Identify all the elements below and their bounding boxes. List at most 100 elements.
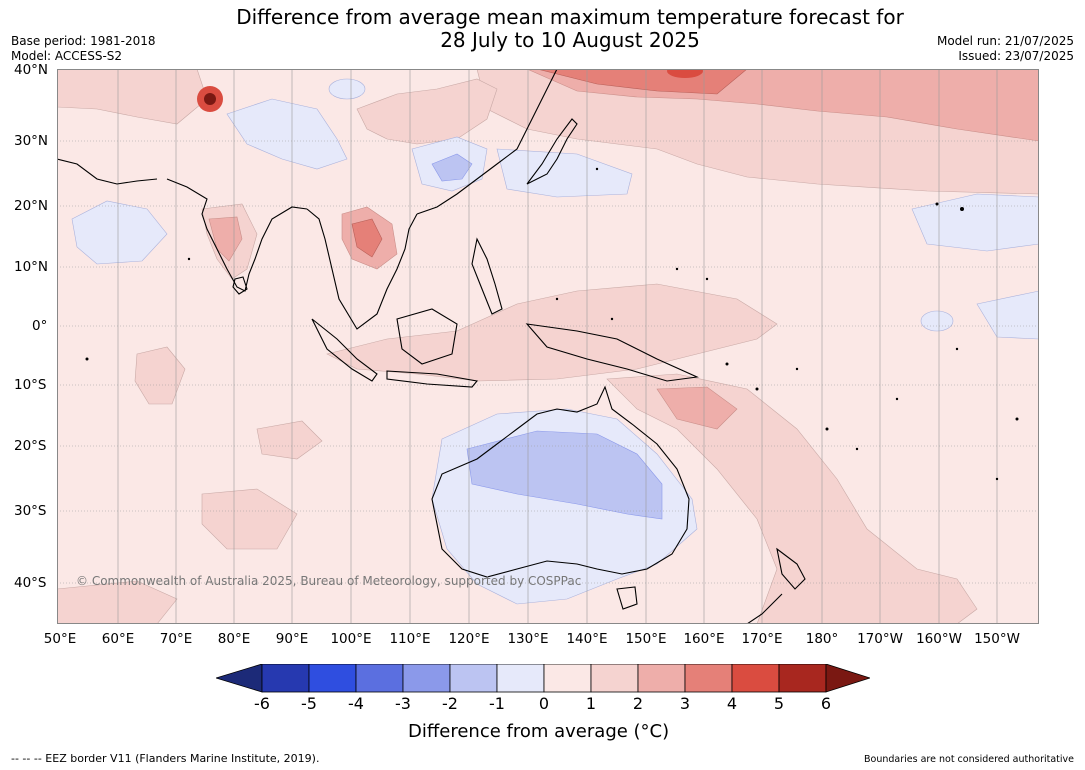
colorbar-cell <box>778 664 827 693</box>
colorbar-extend-low <box>216 664 263 693</box>
east-china-cool-core <box>431 153 473 182</box>
coast-philippines <box>471 237 503 315</box>
colorbar-cell <box>731 664 780 693</box>
colorbar <box>216 664 870 693</box>
lon-label: 50°E <box>43 631 77 647</box>
colorbar-tick-label: -5 <box>301 694 317 713</box>
west-pacific-cool-region <box>496 148 633 198</box>
lon-label: 110°E <box>389 631 431 647</box>
lat-label-10s: 10°S <box>14 377 47 393</box>
coastlines <box>57 69 806 624</box>
colorbar-cell <box>496 664 545 693</box>
indian-ocean-warm-patch-2 <box>256 420 323 460</box>
southern-ocean-warm-patch <box>57 580 178 624</box>
colorbar-cell <box>402 664 451 693</box>
colorbar-tick-label: -4 <box>348 694 364 713</box>
colorbar-cell <box>355 664 404 693</box>
graticule <box>57 69 1039 624</box>
colorbar-tick-label: 2 <box>632 694 644 713</box>
coast-arabia <box>57 158 158 185</box>
colorbar-tick-label: 1 <box>585 694 597 713</box>
colorbar-tick-label: -6 <box>254 694 270 713</box>
coast-borneo <box>396 308 458 365</box>
lon-label: 150°W <box>974 631 1020 647</box>
australia-cool-core <box>466 430 663 520</box>
hawaii-cool-region <box>911 193 1039 252</box>
lon-label: 180° <box>805 631 839 647</box>
pakistan-hot-spot-core <box>204 93 216 105</box>
coast-japan <box>526 118 578 185</box>
lat-label-equator: 0° <box>32 318 48 334</box>
colorbar-tick-label: 4 <box>726 694 738 713</box>
cool-patch-small-2 <box>328 78 366 100</box>
colorbar-extend-high <box>825 664 870 693</box>
copyright-notice: © Commonwealth of Australia 2025, Bureau… <box>76 574 582 588</box>
indian-ocean-warm-patch-1 <box>134 346 186 405</box>
coast-new-zealand-north <box>776 547 806 590</box>
colorbar-cell <box>637 664 686 693</box>
lat-label-40n: 40°N <box>14 62 49 78</box>
coast-tasmania <box>616 586 638 610</box>
colorbar-tick-label: -1 <box>489 694 505 713</box>
colorbar-cell <box>449 664 498 693</box>
lon-label: 60°E <box>101 631 135 647</box>
north-pacific-hot-spot <box>667 69 703 78</box>
lon-label: 70°E <box>159 631 193 647</box>
base-period: Base period: 1981-2018 <box>11 34 156 48</box>
forecast-map <box>57 69 1039 624</box>
colorbar-tick-label: 0 <box>538 694 550 713</box>
issued-date: Issued: 23/07/2025 <box>958 49 1074 63</box>
colorbar-cell <box>684 664 733 693</box>
indian-ocean-warm-patch-3 <box>201 488 298 550</box>
map-canvas <box>57 69 1039 624</box>
coral-sea-warm-region <box>606 373 978 624</box>
central-asia-warm-region <box>57 69 208 125</box>
colorbar-cell <box>261 664 310 693</box>
coral-sea-hot-region <box>656 386 738 430</box>
lat-label-20s: 20°S <box>14 438 47 454</box>
lon-label: 170°W <box>857 631 903 647</box>
colorbar-tick-label: 6 <box>820 694 832 713</box>
lat-label-10n: 10°N <box>14 259 49 275</box>
colorbar-cell <box>590 664 639 693</box>
colorbar-cell <box>308 664 357 693</box>
colorbar-tick-label: -3 <box>395 694 411 713</box>
lat-label-40s: 40°S <box>14 575 47 591</box>
tibet-cool-region <box>226 98 348 170</box>
model-name: Model: ACCESS-S2 <box>11 49 123 63</box>
coast-new-guinea <box>525 323 699 382</box>
china-warm-region <box>356 78 498 145</box>
colorbar-tick-label: 5 <box>773 694 785 713</box>
lon-label: 160°E <box>683 631 725 647</box>
coast-china <box>416 69 558 215</box>
coast-sumatra <box>311 318 378 382</box>
lon-label: 120°E <box>448 631 490 647</box>
pacific-islands <box>85 167 1019 481</box>
colorbar-title: Difference from average (°C) <box>408 721 670 742</box>
coast-australia <box>431 385 690 578</box>
lon-label: 90°E <box>275 631 309 647</box>
coast-india <box>166 178 308 292</box>
lat-label-20n: 20°N <box>14 198 49 214</box>
lon-label: 170°E <box>741 631 783 647</box>
map-title-line-1: Difference from average mean maximum tem… <box>236 5 904 29</box>
coast-new-zealand-south <box>746 593 783 624</box>
cool-patch-small-1 <box>920 310 954 332</box>
colorbar-cell <box>543 664 592 693</box>
colorbar-tick-label: 3 <box>679 694 691 713</box>
model-run-date: Model run: 21/07/2025 <box>936 34 1074 48</box>
lat-label-30s: 30°S <box>14 503 47 519</box>
lon-label: 100°E <box>330 631 372 647</box>
lat-label-30n: 30°N <box>14 133 49 149</box>
lon-label: 160°W <box>916 631 962 647</box>
lon-label: 140°E <box>566 631 608 647</box>
coast-sri-lanka <box>232 276 248 295</box>
coast-java <box>386 370 479 388</box>
coast-indochina <box>306 208 418 330</box>
lon-label: 150°E <box>625 631 667 647</box>
map-title-line-2: 28 July to 10 August 2025 <box>440 28 700 52</box>
colorbar-tick-label: -2 <box>442 694 458 713</box>
lon-label: 130°E <box>507 631 549 647</box>
eez-border-note: -- -- -- EEZ border V11 (Flanders Marine… <box>11 752 320 765</box>
indochina-hot-core <box>351 218 383 258</box>
